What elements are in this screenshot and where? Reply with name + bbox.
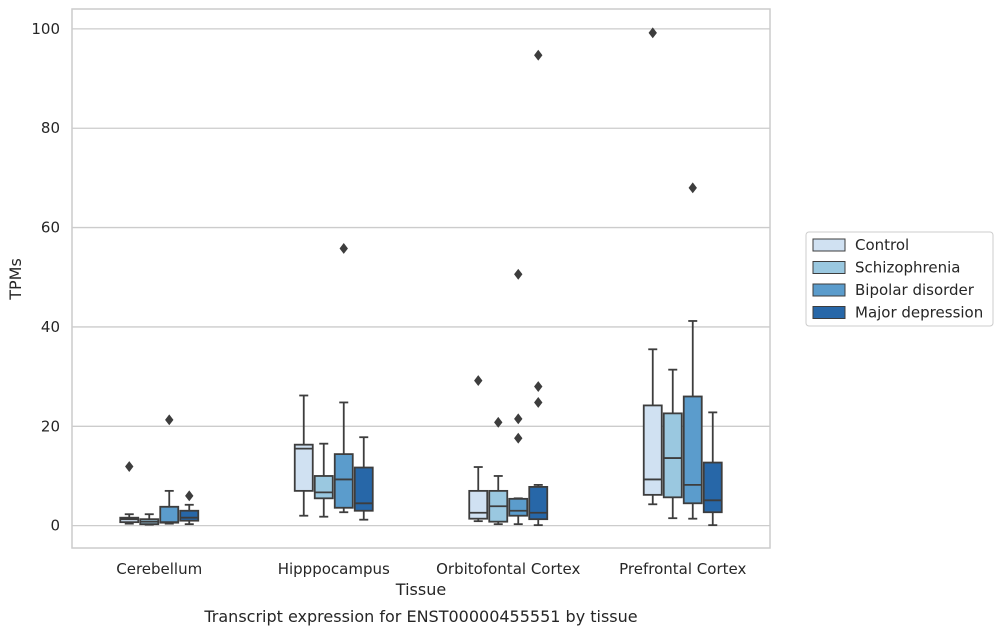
- box: [702, 411, 723, 527]
- box-iqr: [702, 461, 723, 514]
- gridlines: [72, 28, 770, 527]
- legend-label: Major depression: [855, 304, 983, 322]
- outlier-point: [494, 416, 503, 428]
- outlier-point: [165, 414, 174, 426]
- y-tick-label: 20: [41, 417, 60, 435]
- box-iqr: [353, 466, 374, 512]
- box-groups: [119, 27, 723, 527]
- box-iqr: [468, 489, 489, 520]
- box: [528, 49, 549, 527]
- outlier-point: [688, 182, 697, 194]
- box-iqr: [642, 404, 663, 496]
- outlier-point: [534, 381, 543, 393]
- legend-label: Bipolar disorder: [855, 281, 975, 299]
- box: [139, 513, 160, 526]
- outlier-point: [534, 396, 543, 408]
- box: [333, 242, 354, 514]
- outlier-point: [474, 375, 483, 387]
- legend: Control Schizophrenia Bipolar disorder Majo…: [805, 231, 994, 327]
- outlier-point: [534, 49, 543, 61]
- box: [468, 375, 489, 523]
- y-tick-label: 40: [41, 318, 60, 336]
- box-iqr: [662, 412, 683, 499]
- box: [682, 182, 703, 520]
- box-iqr: [179, 509, 200, 522]
- legend-label: Control: [855, 236, 909, 254]
- box-iqr: [313, 475, 334, 500]
- y-axis-label: TPMs: [6, 258, 25, 301]
- box: [353, 436, 374, 521]
- legend-swatch: [812, 283, 846, 297]
- y-tick-labels: 0 20 40 60 80 100: [31, 20, 60, 535]
- outlier-point: [514, 268, 523, 280]
- box-iqr: [682, 395, 703, 505]
- box: [662, 368, 683, 520]
- x-tick-label: Orbitofontal Cortex: [436, 560, 580, 578]
- box: [159, 414, 180, 525]
- legend-swatch: [812, 306, 846, 319]
- box: [488, 416, 509, 526]
- box-group: [468, 49, 549, 527]
- box-iqr: [333, 453, 354, 509]
- x-tick-label: Prefrontal Cortex: [619, 560, 746, 578]
- y-tick-label: 60: [41, 219, 60, 237]
- legend-swatch: [812, 238, 846, 252]
- box-group: [293, 242, 374, 521]
- box: [313, 442, 334, 518]
- box: [179, 490, 200, 526]
- y-tick-label: 100: [31, 20, 60, 38]
- box-iqr: [508, 497, 529, 517]
- legend-swatch: [812, 261, 846, 274]
- box: [119, 461, 140, 525]
- outlier-point: [514, 413, 523, 425]
- box-group: [642, 27, 723, 527]
- legend-frame: [805, 231, 994, 327]
- outlier-point: [125, 461, 134, 472]
- outlier-point: [339, 242, 348, 254]
- outlier-point: [514, 432, 523, 444]
- y-tick-label: 80: [41, 119, 60, 137]
- chart-caption: Transcript expression for ENST0000045555…: [203, 607, 637, 626]
- box-iqr: [159, 505, 180, 524]
- box: [293, 394, 314, 517]
- box-iqr: [528, 485, 549, 521]
- box-group: [119, 414, 200, 526]
- outlier-point: [185, 490, 194, 502]
- y-tick-label: 0: [50, 517, 60, 535]
- x-axis-label: Tissue: [395, 580, 446, 599]
- x-tick-label: Hipppocampus: [278, 560, 390, 578]
- box: [642, 27, 663, 506]
- plot-frame: [71, 8, 771, 549]
- outlier-point: [648, 27, 657, 39]
- box: [508, 268, 529, 526]
- x-tick-labels: Cerebellum Hipppocampus Orbitofontal Corte…: [116, 560, 746, 578]
- x-tick-label: Cerebellum: [116, 560, 202, 578]
- box-iqr: [293, 443, 314, 492]
- legend-label: Schizophrenia: [855, 259, 960, 277]
